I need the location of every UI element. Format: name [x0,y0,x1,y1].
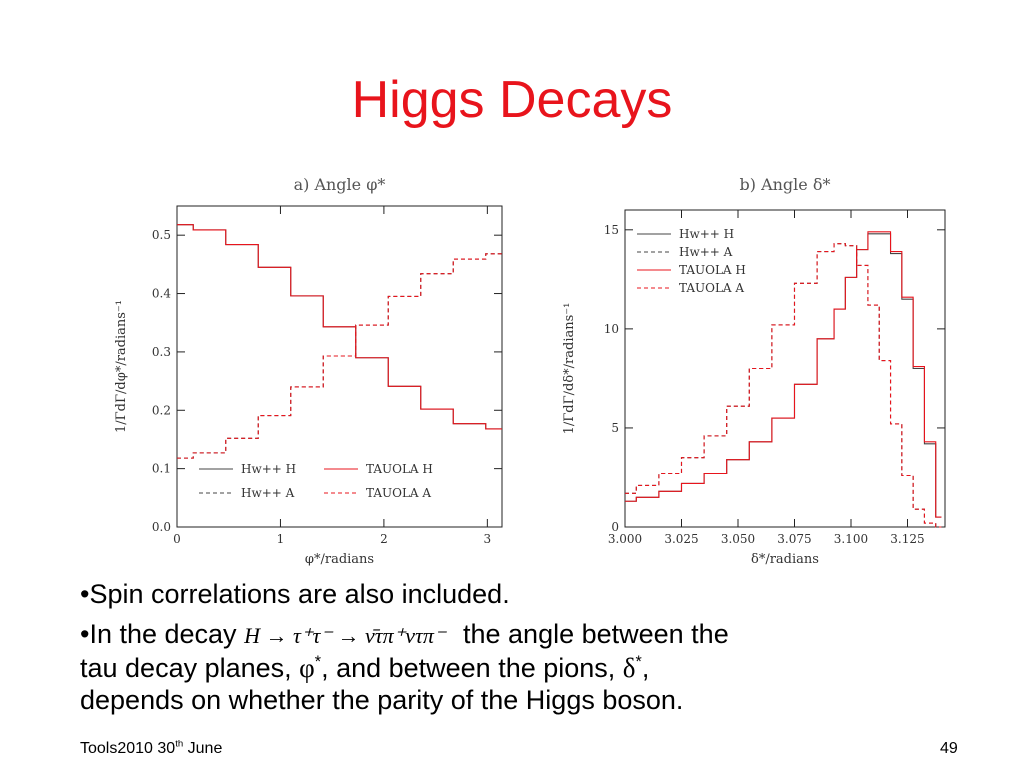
footer-event-date: June [183,740,223,757]
page-number: 49 [940,740,958,757]
y-tick-label: 0.0 [152,520,171,534]
y-tick-label: 0.2 [152,403,171,417]
footer-event-name: Tools2010 30 [80,740,176,757]
chart-title: a) Angle φ* [294,175,386,194]
plot-frame [176,205,503,528]
plot-frame [624,209,946,528]
footer-event-sup: th [175,738,184,750]
bullet-spin-correlations: •Spin correlations are also included. [80,579,510,609]
x-tick-label: 1 [277,532,285,546]
x-tick-label: 3.050 [721,532,755,546]
phi-star: * [314,653,322,671]
legend-label: Hw++ H [679,227,734,241]
delta-star: * [635,653,642,671]
series-line-tauola-a [177,253,502,459]
legend-label: TAUOLA H [366,462,433,476]
series-line-hw-h [625,233,942,518]
legend-label: TAUOLA A [366,486,431,500]
chart-delta-star: b) Angle δ* 3.000 3.025 3.050 3.075 3.100 3.12… [525,168,955,573]
bullet-list: •Spin correlations are also included. •I… [80,578,980,724]
legend-label: Hw++ H [241,462,296,476]
y-tick-label: 0 [611,520,619,534]
y-tick-label: 10 [604,322,619,336]
chart-delta-star-svg: b) Angle δ* 3.000 3.025 3.050 3.075 3.100 3.12… [562,175,946,567]
series-line-hw-a [625,243,942,528]
y-tick-label: 5 [611,421,619,435]
bullet-line-pions: , and between the pions, [321,653,623,683]
phi-symbol: φ [299,653,315,683]
x-tick-label: 3.075 [777,532,811,546]
legend-label: TAUOLA H [679,263,746,277]
y-tick-label: 15 [604,223,619,237]
delta-symbol: δ [622,653,636,683]
chart-title: b) Angle δ* [740,175,831,194]
footer-event: Tools2010 30th June [80,738,223,758]
x-tick-label: 3.125 [890,532,924,546]
legend: Hw++ H Hw++ A TAUOLA H TAUOLA A [199,462,433,500]
y-tick-label: 0.4 [152,287,171,301]
bullet-decay: •In the decay H → τ⁺τ⁻ → ν̄τπ⁺ντπ⁻ the a… [80,618,980,716]
series-line-tauola-h [625,231,942,518]
bullet-line-tau-planes: tau decay planes, [80,653,300,683]
x-tick-label: 3.000 [608,532,642,546]
series-line-tauola-h [177,224,502,430]
chart-phi-star: a) Angle φ* 0 1 2 3 0.0 0.1 0.2 0.3 0.4 0.5 φ*/radi… [72,168,512,573]
series-line-tauola-a [625,243,942,528]
x-tick-label: 3 [484,532,492,546]
y-tick-label: 0.5 [152,228,171,242]
x-axis-label: δ*/radians [751,552,819,567]
bullet-line-end: , [641,653,650,683]
x-tick-label: 3.100 [834,532,868,546]
x-tick-label: 2 [380,532,388,546]
x-axis-label: φ*/radians [305,552,374,567]
bullet-decay-prefix: •In the decay [80,619,237,649]
y-axis-label: 1/ΓdΓ/dδ*/radians⁻¹ [562,303,577,435]
y-axis-label: 1/ΓdΓ/dφ*/radians⁻¹ [114,300,129,433]
bullet-decay-suffix: the angle between the [463,619,729,649]
x-tick-label: 0 [173,532,181,546]
legend-label: Hw++ A [679,245,733,259]
slide-title: Higgs Decays [351,71,673,129]
legend-label: Hw++ A [241,486,295,500]
x-tick-label: 3.025 [664,532,698,546]
y-tick-label: 0.3 [152,345,171,359]
legend: Hw++ H Hw++ A TAUOLA H TAUOLA A [637,227,746,295]
series-line-hw-a [177,253,502,459]
legend-label: TAUOLA A [679,281,744,295]
bullet-line-parity: depends on whether the parity of the Hig… [80,685,684,715]
chart-phi-star-svg: a) Angle φ* 0 1 2 3 0.0 0.1 0.2 0.3 0.4 0.5 φ*/radi… [114,175,503,567]
decay-formula: H → τ⁺τ⁻ → ν̄τπ⁺ντπ⁻ [244,623,446,648]
y-tick-label: 0.1 [152,462,171,476]
